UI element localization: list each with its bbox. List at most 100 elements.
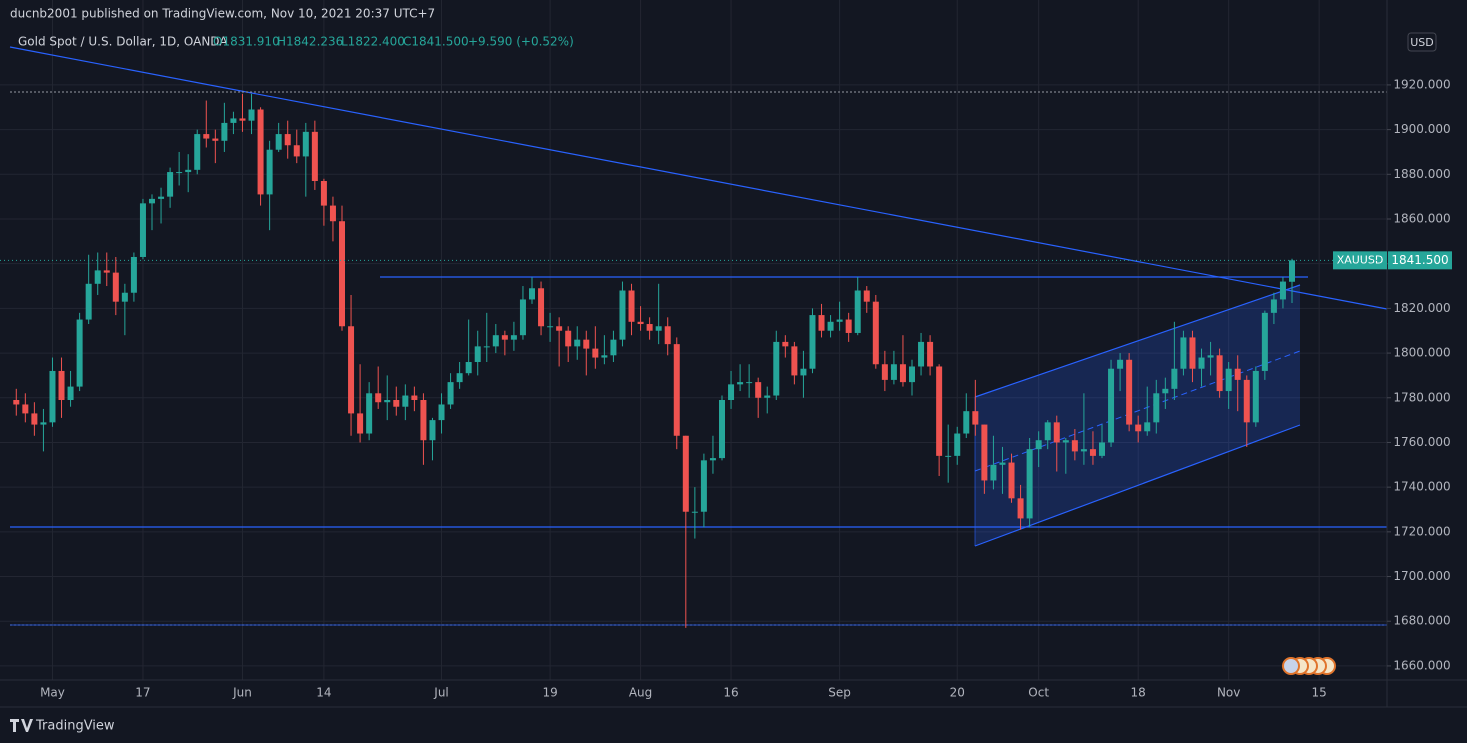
candle-body: [176, 172, 183, 174]
currency-button[interactable]: [1407, 32, 1437, 52]
candle-body: [1026, 449, 1033, 519]
candle-body: [510, 335, 517, 340]
candle-body: [737, 382, 744, 385]
y-tick-label: 1900.000: [1393, 122, 1450, 136]
candle-body: [927, 341, 934, 367]
x-tick-label: 20: [950, 686, 965, 700]
candle-body: [890, 364, 897, 380]
candle-body: [348, 326, 355, 414]
y-tick-label: 1680.000: [1393, 614, 1450, 628]
candle-body: [574, 339, 581, 347]
candle-body: [357, 413, 364, 434]
candle-body: [438, 404, 445, 421]
candle-body: [809, 315, 816, 369]
candle-body: [1017, 498, 1024, 519]
candle-body: [1162, 388, 1169, 394]
y-tick-label: 1740.000: [1393, 480, 1450, 494]
candle-body: [538, 288, 545, 327]
candle-body: [85, 283, 92, 320]
candle-body: [149, 198, 155, 204]
candle-body: [393, 400, 400, 407]
candle-body: [40, 422, 47, 425]
candle-body: [1080, 449, 1087, 452]
x-tick-label: 15: [1312, 686, 1327, 700]
candle-body: [1180, 337, 1187, 369]
candle-body: [1207, 355, 1214, 358]
candle-body: [918, 341, 925, 367]
candle-body: [67, 386, 74, 400]
candle-body: [981, 424, 988, 481]
candle-body: [31, 413, 38, 425]
x-tick-label: Nov: [1217, 686, 1240, 700]
candle-body: [691, 511, 698, 513]
currency[interactable]: USD: [1410, 36, 1434, 49]
candle-body: [49, 370, 56, 423]
candle-body: [945, 455, 952, 457]
candle-body: [1270, 299, 1277, 313]
x-tick-label: May: [40, 686, 65, 700]
x-tick-label: 18: [1131, 686, 1146, 700]
candle-body: [284, 134, 291, 146]
candle-body: [728, 384, 735, 400]
candle-body: [1062, 440, 1069, 443]
candle-body: [339, 221, 345, 327]
candle-body: [22, 404, 29, 414]
candle-body: [990, 464, 997, 481]
channel-upper: [974, 284, 1301, 398]
x-tick-label: 17: [135, 686, 150, 700]
candle-body: [800, 368, 807, 376]
x-axis: May 17 Jun 14 Jul 19 Aug 16 Sep 20 Oct 18 Nov 15: [40, 686, 1327, 700]
candle-body: [212, 138, 219, 141]
price-badge-text: 1841.500: [1391, 253, 1448, 267]
publisher: ducnb2001 published on TradingView.com, …: [10, 7, 435, 21]
candle-body: [972, 411, 979, 425]
candle-body: [402, 395, 409, 407]
y-tick-label: 1780.000: [1393, 390, 1450, 404]
candle-body: [411, 395, 418, 400]
x-tick-label: Aug: [629, 686, 652, 700]
candle-body: [492, 335, 499, 347]
logo: [10, 719, 33, 732]
candle-body: [791, 346, 798, 376]
candle-body: [547, 326, 554, 328]
candle-body: [682, 435, 689, 512]
candle-body: [863, 290, 870, 302]
candle-body: [628, 290, 635, 322]
candle-body: [275, 134, 282, 150]
candle-body: [185, 169, 192, 173]
candle-body: [167, 172, 174, 197]
candle-body: [420, 400, 427, 441]
y-tick-label: 1700.000: [1393, 569, 1450, 583]
candle-body: [909, 366, 915, 383]
candle-body: [483, 346, 490, 348]
candle-body: [818, 315, 825, 331]
candle-body: [266, 149, 273, 195]
y-tick-label: 1860.000: [1393, 211, 1450, 225]
candle-body: [673, 344, 680, 436]
candle-body: [230, 118, 237, 123]
candle-body: [139, 203, 146, 257]
candle-body: [1089, 449, 1096, 456]
candle-body: [221, 122, 228, 141]
candle-body: [700, 460, 707, 512]
x-tick-label: Oct: [1028, 686, 1049, 700]
candle-body: [1144, 422, 1151, 432]
y-tick-label: 1880.000: [1393, 167, 1450, 181]
candle-body: [845, 319, 852, 333]
candle-body: [501, 335, 508, 340]
candle-body: [465, 362, 472, 374]
candle-body: [655, 326, 662, 331]
candle-body: [619, 290, 626, 340]
candle-body: [583, 339, 590, 349]
candle-body: [1189, 337, 1196, 369]
candle-body: [1035, 440, 1042, 450]
candle-body: [456, 373, 463, 383]
candle-body: [719, 400, 725, 459]
candle-body: [529, 288, 535, 300]
candle-body: [203, 134, 210, 139]
candle-body: [954, 433, 961, 456]
y-tick-label: 1920.000: [1393, 77, 1450, 91]
y-tick-label: 1800.000: [1393, 346, 1450, 360]
candle-body: [239, 118, 246, 121]
x-tick-label: Jul: [433, 686, 448, 700]
